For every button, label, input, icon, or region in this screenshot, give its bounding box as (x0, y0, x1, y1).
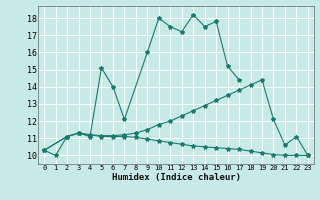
X-axis label: Humidex (Indice chaleur): Humidex (Indice chaleur) (111, 173, 241, 182)
